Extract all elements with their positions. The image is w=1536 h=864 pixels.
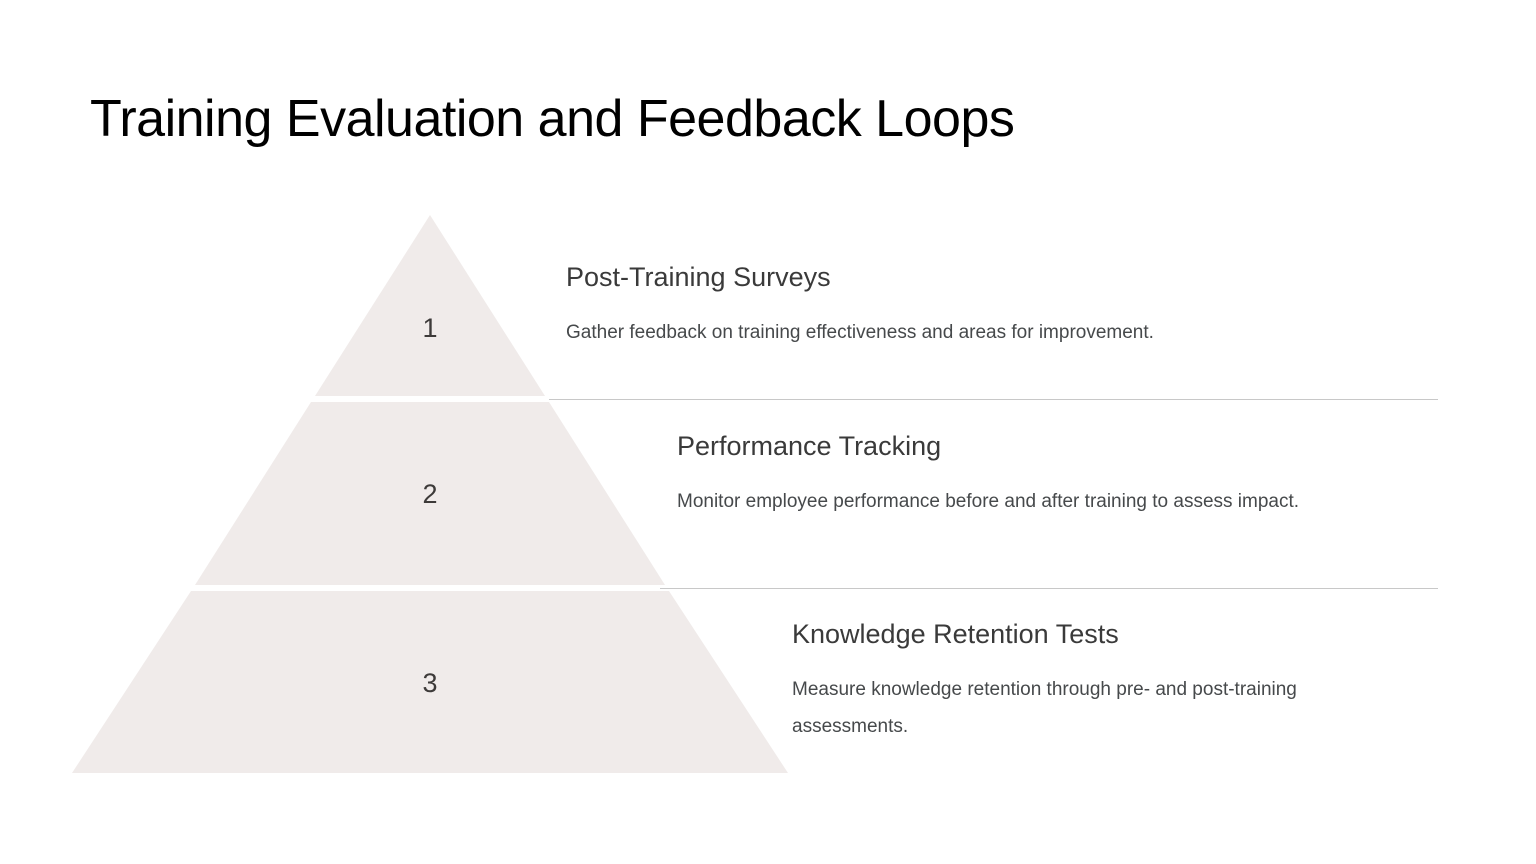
tier-1-text-block: Post-Training Surveys Gather feedback on… (566, 260, 1446, 351)
tier-2-text-block: Performance Tracking Monitor employee pe… (677, 429, 1407, 520)
pyramid-level-3-number: 3 (422, 668, 438, 698)
tier-3-description: Measure knowledge retention through pre-… (792, 679, 1297, 737)
tier-2-heading: Performance Tracking (677, 431, 942, 461)
pyramid-level-1-number: 1 (422, 313, 438, 343)
tier-1-heading: Post-Training Surveys (566, 262, 831, 292)
tier-separator-1 (549, 399, 1438, 400)
tier-3-text-block: Knowledge Retention Tests Measure knowle… (792, 617, 1392, 745)
tier-1-description: Gather feedback on training effectivenes… (566, 322, 1154, 343)
tier-3-heading: Knowledge Retention Tests (792, 619, 1119, 649)
page-title: Training Evaluation and Feedback Loops (90, 90, 1015, 148)
pyramid-level-1-shape (315, 215, 545, 396)
pyramid-level-2-number: 2 (422, 479, 438, 509)
tier-separator-2 (660, 588, 1438, 589)
tier-2-description: Monitor employee performance before and … (677, 491, 1300, 512)
